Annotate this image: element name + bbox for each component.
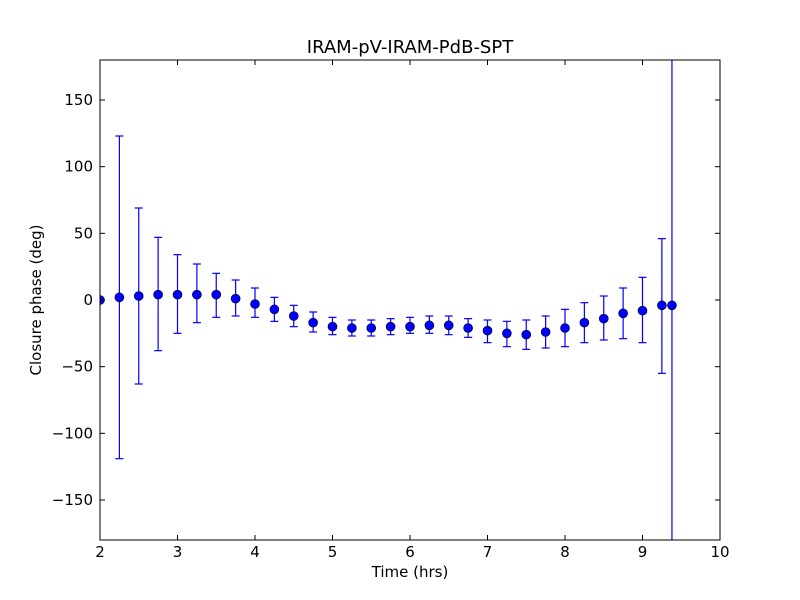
x-tick-label: 9	[638, 543, 648, 561]
data-point	[308, 317, 318, 328]
y-tick-label: 100	[64, 158, 93, 176]
x-tick-label: 7	[483, 543, 493, 561]
y-tick-label: −100	[52, 424, 93, 442]
data-point	[443, 320, 454, 331]
data-point	[366, 323, 377, 333]
data-point	[482, 325, 493, 336]
data-point	[347, 323, 357, 333]
data-point	[502, 328, 512, 339]
x-tick-label: 4	[250, 543, 260, 561]
data-point	[114, 292, 125, 303]
data-point	[250, 299, 260, 309]
x-tick-label: 2	[95, 543, 105, 561]
plot-frame	[99, 59, 721, 541]
x-tick-label: 5	[328, 543, 338, 561]
y-tick-label: −150	[52, 491, 93, 509]
data-point	[385, 321, 396, 332]
y-tick-label: 50	[74, 224, 93, 242]
data-point	[657, 300, 667, 311]
y-tick-label: 150	[64, 91, 93, 109]
data-point	[463, 323, 473, 333]
data-point	[288, 311, 299, 321]
y-tick-label: 0	[83, 291, 93, 309]
data-point	[405, 321, 415, 332]
data-point	[560, 323, 570, 333]
x-axis-label: Time (hrs)	[371, 563, 449, 581]
x-tick-label: 6	[405, 543, 415, 561]
data-point	[327, 321, 338, 332]
data-point	[637, 305, 648, 316]
x-tick-label: 8	[560, 543, 570, 561]
data-point	[424, 320, 435, 331]
data-point	[230, 293, 241, 304]
data-point	[598, 313, 609, 324]
data-point	[133, 291, 144, 301]
x-tick-label: 10	[710, 543, 729, 561]
x-tick-label: 3	[173, 543, 183, 561]
data-point	[211, 289, 222, 300]
data-point	[192, 289, 202, 300]
data-point	[153, 289, 163, 300]
data-point	[269, 304, 280, 315]
data-point	[540, 327, 551, 337]
data-point	[667, 300, 677, 311]
y-axis-label: Closure phase (deg)	[27, 225, 45, 376]
data-point	[172, 289, 183, 300]
data-point	[521, 329, 532, 340]
data-point	[618, 308, 628, 319]
chart-title: IRAM-pV-IRAM-PdB-SPT	[307, 37, 514, 58]
data-point	[579, 317, 590, 328]
y-tick-label: −50	[61, 358, 93, 376]
